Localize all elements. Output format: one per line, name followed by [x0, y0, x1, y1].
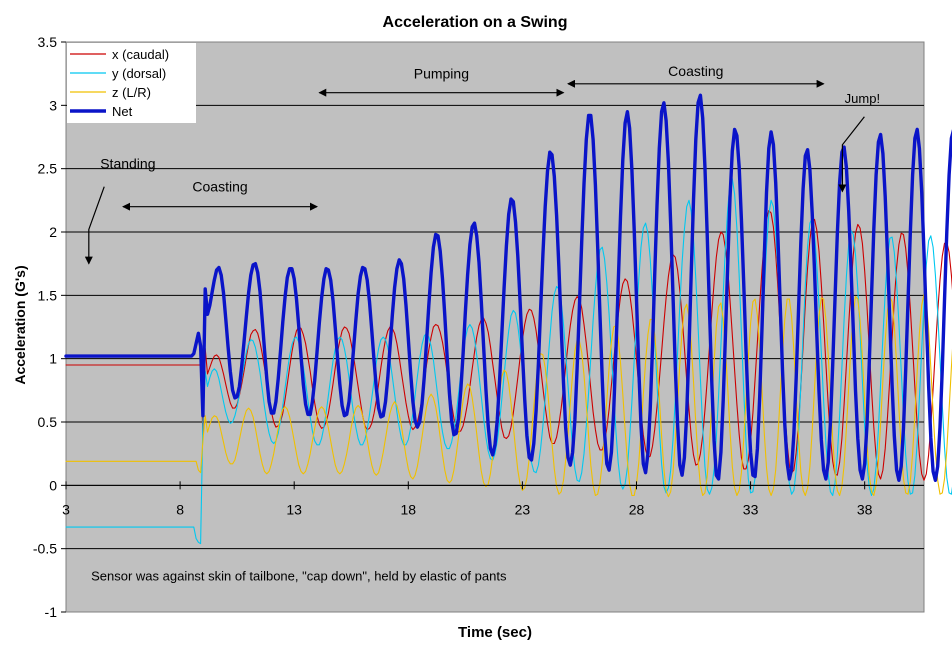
legend-label-net: Net	[112, 104, 133, 119]
x-tick-label: 13	[286, 501, 302, 517]
y-tick-label: 0	[49, 477, 57, 493]
annotations: Standing Coasting Pumping Coasting Jump! Sens…	[84, 63, 880, 583]
x-tick-label: 28	[629, 501, 645, 517]
annotation-label: Coasting	[668, 63, 723, 79]
x-tick-label: 18	[400, 501, 416, 517]
x-axis-title: Time (sec)	[458, 624, 532, 641]
y-tick-label: 3.5	[38, 34, 58, 50]
y-tick-label: 3	[49, 97, 57, 113]
y-tick-label: -0.5	[33, 541, 57, 557]
plot-area	[65, 41, 925, 613]
y-tick-label: 0.5	[38, 414, 58, 430]
x-tick-label: 23	[515, 501, 531, 517]
y-axis-title: Acceleration (G's)	[12, 265, 28, 384]
chart-title: Acceleration on a Swing	[383, 14, 568, 31]
series-line-z	[65, 293, 952, 498]
annotation-label: Coasting	[192, 178, 247, 194]
series-line-x	[65, 209, 952, 481]
series-line-net	[64, 93, 952, 482]
y-tick-label: 2	[49, 224, 57, 240]
annotation-note: Sensor was against skin of tailbone, "ca…	[91, 568, 507, 583]
annotation-label: Pumping	[414, 66, 469, 82]
x-tick-label: 3	[62, 501, 70, 517]
series-lines	[64, 93, 952, 545]
x-tick-label: 33	[743, 501, 759, 517]
annotation-arrow	[84, 186, 105, 265]
legend-label-y: y (dorsal)	[112, 66, 166, 81]
series-line-y	[65, 178, 952, 545]
annotation-label: Standing	[100, 156, 155, 172]
x-tick-label: 38	[857, 501, 873, 517]
y-tick-label: 1	[49, 351, 57, 367]
annotation-arrow	[838, 116, 865, 193]
legend-label-x: x (caudal)	[112, 47, 169, 62]
y-tick-label: 1.5	[38, 287, 58, 303]
legend-label-z: z (L/R)	[112, 85, 151, 100]
axes: -1-0.500.511.522.533.53 8 13 18 23 28 33 38	[33, 34, 924, 620]
x-tick-label: 8	[176, 501, 184, 517]
y-tick-label: -1	[45, 604, 58, 620]
legend: x (caudal) y (dorsal) z (L/R) Net	[67, 43, 196, 123]
y-tick-label: 2.5	[38, 161, 58, 177]
annotation-label: Jump!	[845, 91, 880, 106]
